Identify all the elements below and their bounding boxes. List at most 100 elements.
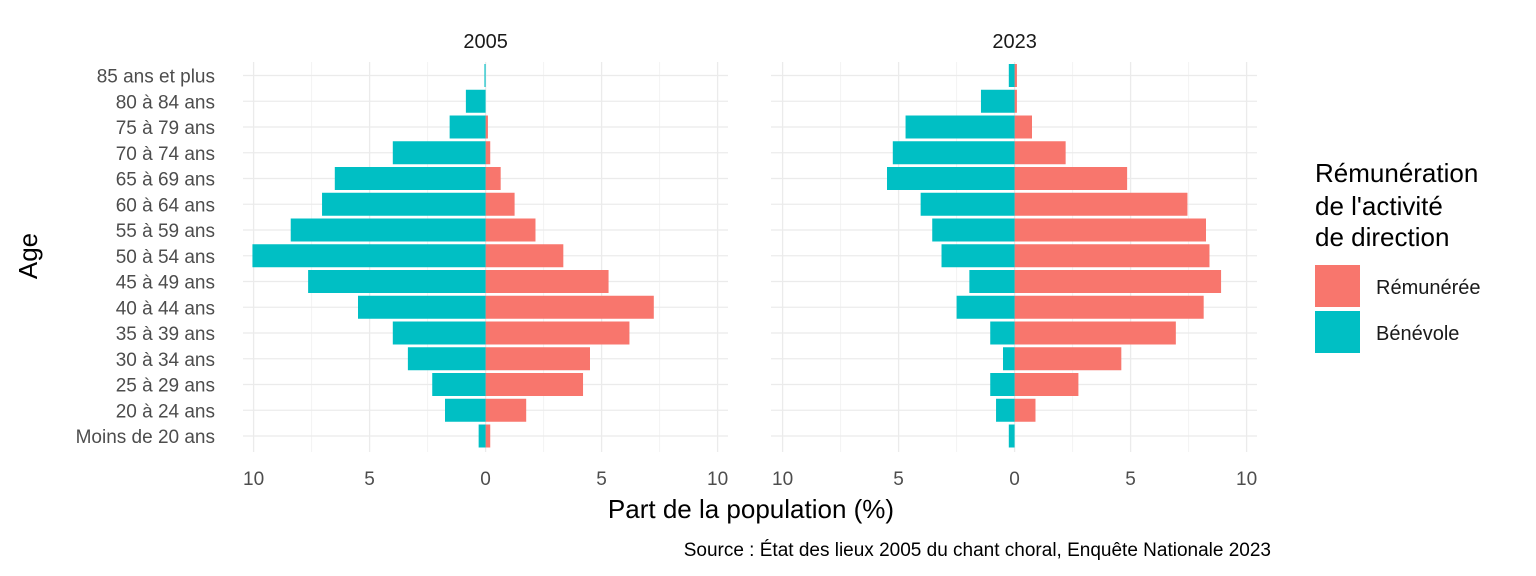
y-tick-label-65-a-69-ans: 65 à 69 ans bbox=[116, 170, 215, 191]
bar-benevole-2005-80-a-84-ans bbox=[465, 89, 486, 113]
bar-benevole-2005-40-a-44-ans bbox=[358, 295, 486, 319]
bar-remuneree-2005-70-a-74-ans bbox=[485, 141, 491, 165]
y-tick-label-20-a-24-ans: 20 à 24 ans bbox=[116, 401, 215, 422]
y-tick-label-30-a-34-ans: 30 à 34 ans bbox=[116, 350, 215, 371]
legend-title: Rémunération de l'activité de direction bbox=[1315, 158, 1486, 252]
bar-remuneree-2023-75-a-79-ans bbox=[1014, 115, 1032, 139]
bar-remuneree-2023-30-a-34-ans bbox=[1014, 347, 1122, 371]
bar-remuneree-2005-45-a-49-ans bbox=[485, 270, 609, 293]
bar-benevole-2005-65-a-69-ans bbox=[334, 167, 486, 190]
bar-remuneree-2023-65-a-69-ans bbox=[1014, 167, 1128, 190]
x-tick-label-2005: 5 bbox=[596, 469, 607, 490]
legend-key-remuneree bbox=[1315, 265, 1360, 307]
x-ticks-2023: 10 5 0 5 10 bbox=[772, 469, 1257, 490]
legend-label-benevole: Bénévole bbox=[1376, 323, 1459, 345]
bar-benevole-2005-60-a-64-ans bbox=[322, 192, 486, 216]
caption: Source : État des lieux 2005 du chant ch… bbox=[684, 540, 1271, 561]
bar-remuneree-2005-60-a-64-ans bbox=[485, 192, 515, 216]
y-tick-label-60-a-64-ans: 60 à 64 ans bbox=[116, 195, 215, 216]
y-axis-tick-labels: 85 ans et plus 80 à 84 ans 75 à 79 ans 70 à… bbox=[76, 67, 215, 449]
bar-benevole-2005-50-a-54-ans bbox=[252, 244, 486, 268]
legend-title-line-2: de l'activité bbox=[1315, 191, 1443, 221]
x-tick-label-2023: 10 bbox=[772, 469, 793, 490]
bar-remuneree-2005-65-a-69-ans bbox=[485, 167, 501, 190]
legend: Rémunération de l'activité de direction … bbox=[1315, 158, 1486, 353]
y-tick-label-70-a-74-ans: 70 à 74 ans bbox=[116, 144, 215, 165]
x-tick-label-2023: 5 bbox=[1125, 469, 1136, 490]
bar-remuneree-2005-40-a-44-ans bbox=[485, 295, 654, 319]
bar-remuneree-2005-30-a-34-ans bbox=[485, 347, 590, 371]
y-tick-label-80-a-84-ans: 80 à 84 ans bbox=[116, 92, 215, 113]
facet-title-2005: 2005 bbox=[463, 31, 508, 53]
legend-key-benevole bbox=[1315, 311, 1360, 353]
bar-remuneree-2023-85-ans-et-plus bbox=[1014, 64, 1017, 87]
x-ticks-2005: 10 5 0 5 10 bbox=[243, 469, 728, 490]
bar-remuneree-2005-55-a-59-ans bbox=[485, 218, 536, 242]
bar-remuneree-2023-50-a-54-ans bbox=[1014, 244, 1210, 268]
bar-benevole-2005-30-a-34-ans bbox=[407, 347, 486, 371]
x-tick-label-2005: 10 bbox=[707, 469, 728, 490]
bar-benevole-2023-75-a-79-ans bbox=[905, 115, 1015, 139]
bar-remuneree-2023-80-a-84-ans bbox=[1014, 89, 1017, 113]
bar-benevole-2005-moins-de-20-ans bbox=[478, 424, 486, 448]
x-axis-title: Part de la population (%) bbox=[608, 494, 894, 524]
bar-remuneree-2005-75-a-79-ans bbox=[485, 115, 488, 139]
facet-2005: 2005 10 5 0 5 10 bbox=[243, 31, 728, 490]
bar-remuneree-2023-70-a-74-ans bbox=[1014, 141, 1066, 165]
bar-benevole-2023-moins-de-20-ans bbox=[1008, 424, 1015, 448]
legend-title-line-3: de direction bbox=[1315, 222, 1449, 252]
x-tick-label-2023: 10 bbox=[1236, 469, 1257, 490]
y-tick-label-85-ans-et-plus: 85 ans et plus bbox=[97, 67, 215, 88]
bar-benevole-2023-80-a-84-ans bbox=[980, 89, 1015, 113]
bar-benevole-2023-40-a-44-ans bbox=[956, 295, 1015, 319]
bar-remuneree-2023-60-a-64-ans bbox=[1014, 192, 1188, 216]
facet-2023: 2023 10 5 0 5 10 bbox=[771, 31, 1257, 490]
y-tick-label-40-a-44-ans: 40 à 44 ans bbox=[116, 298, 215, 319]
bar-benevole-2005-35-a-39-ans bbox=[392, 321, 486, 345]
bar-remuneree-2005-20-a-24-ans bbox=[485, 398, 527, 422]
bar-benevole-2023-65-a-69-ans bbox=[887, 167, 1015, 190]
bar-remuneree-2005-25-a-29-ans bbox=[485, 373, 584, 396]
x-tick-label-2005: 5 bbox=[364, 469, 375, 490]
x-tick-label-2005: 10 bbox=[243, 469, 264, 490]
bar-benevole-2005-70-a-74-ans bbox=[392, 141, 486, 165]
bar-benevole-2023-20-a-24-ans bbox=[996, 398, 1015, 422]
legend-title-line-1: Rémunération bbox=[1315, 158, 1478, 188]
bar-benevole-2023-60-a-64-ans bbox=[920, 192, 1015, 216]
bar-benevole-2023-55-a-59-ans bbox=[932, 218, 1015, 242]
y-tick-label-moins-de-20-ans: Moins de 20 ans bbox=[76, 427, 215, 448]
y-tick-label-55-a-59-ans: 55 à 59 ans bbox=[116, 221, 215, 242]
facet-title-2023: 2023 bbox=[992, 31, 1037, 53]
x-tick-label-2005: 0 bbox=[480, 469, 491, 490]
y-tick-label-50-a-54-ans: 50 à 54 ans bbox=[116, 247, 215, 268]
bar-benevole-2023-50-a-54-ans bbox=[941, 244, 1015, 268]
bar-benevole-2023-30-a-34-ans bbox=[1003, 347, 1015, 371]
bar-remuneree-2023-55-a-59-ans bbox=[1014, 218, 1206, 242]
bar-remuneree-2005-35-a-39-ans bbox=[485, 321, 630, 345]
bar-remuneree-2005-moins-de-20-ans bbox=[485, 424, 491, 448]
y-axis-title: Age bbox=[13, 233, 43, 279]
bar-benevole-2005-85-ans-et-plus bbox=[484, 64, 486, 87]
bar-benevole-2005-25-a-29-ans bbox=[432, 373, 486, 396]
bar-benevole-2023-25-a-29-ans bbox=[990, 373, 1015, 396]
bar-benevole-2023-35-a-39-ans bbox=[990, 321, 1015, 345]
bar-remuneree-2023-40-a-44-ans bbox=[1014, 295, 1204, 319]
bars-2023 bbox=[887, 64, 1222, 448]
y-tick-label-35-a-39-ans: 35 à 39 ans bbox=[116, 324, 215, 345]
y-tick-label-45-a-49-ans: 45 à 49 ans bbox=[116, 273, 215, 294]
y-tick-label-25-a-29-ans: 25 à 29 ans bbox=[116, 376, 215, 397]
bar-benevole-2005-55-a-59-ans bbox=[290, 218, 486, 242]
legend-label-remuneree: Rémunérée bbox=[1376, 277, 1481, 299]
x-tick-label-2023: 0 bbox=[1009, 469, 1020, 490]
bar-remuneree-2005-50-a-54-ans bbox=[485, 244, 564, 268]
y-tick-label-75-a-79-ans: 75 à 79 ans bbox=[116, 118, 215, 139]
bar-remuneree-2023-20-a-24-ans bbox=[1014, 398, 1036, 422]
bar-benevole-2005-45-a-49-ans bbox=[308, 270, 486, 293]
bar-remuneree-2023-45-a-49-ans bbox=[1014, 270, 1222, 293]
bars-2005 bbox=[252, 64, 654, 448]
x-tick-label-2023: 5 bbox=[893, 469, 904, 490]
bar-benevole-2023-45-a-49-ans bbox=[969, 270, 1015, 293]
bar-benevole-2005-75-a-79-ans bbox=[449, 115, 486, 139]
